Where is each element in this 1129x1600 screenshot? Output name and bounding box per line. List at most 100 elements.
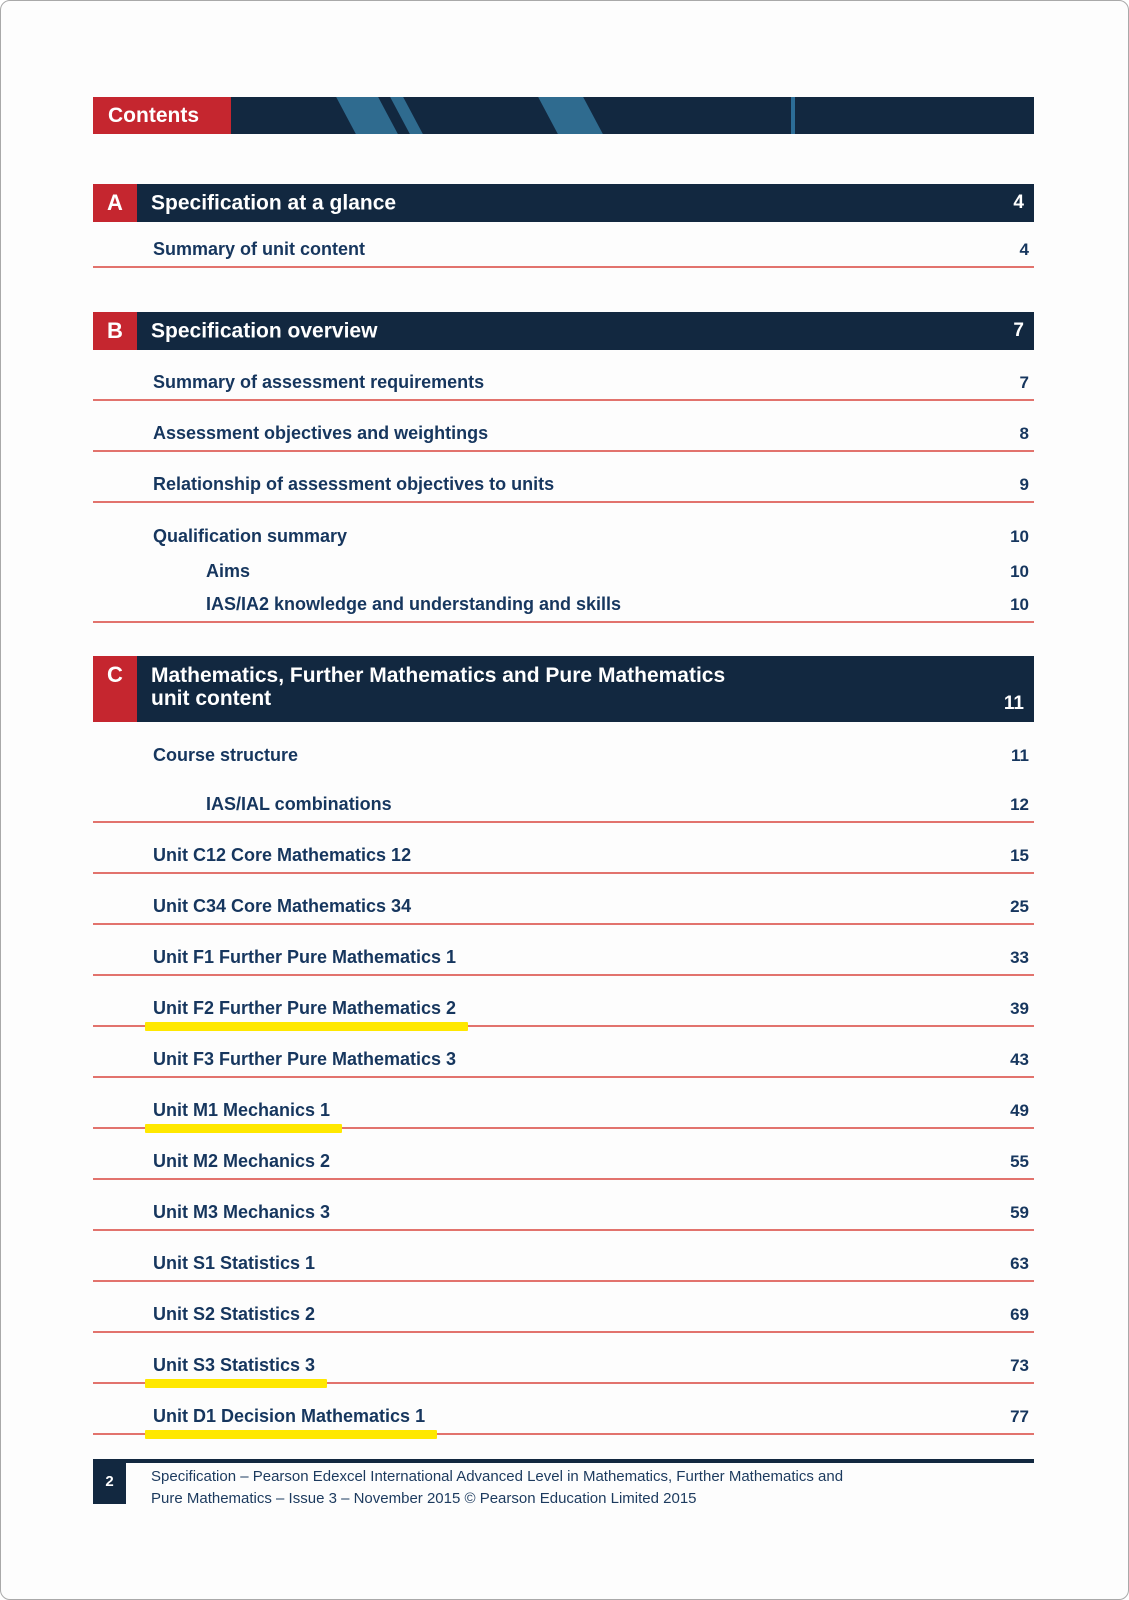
toc-entry-label: Relationship of assessment objectives to… <box>153 474 555 494</box>
toc-row[interactable]: Unit S2 Statistics 2 69 <box>93 1282 1034 1333</box>
toc-entry-page-number: 12 <box>1010 795 1029 814</box>
contents-header-bar: Contents <box>93 97 1034 134</box>
section-title-line1: Mathematics, Further Mathematics and Pur… <box>151 664 726 687</box>
toc-entry-page-number: 59 <box>1010 1203 1029 1222</box>
toc-row[interactable]: Relationship of assessment objectives to… <box>93 452 1034 503</box>
section-page-number: 7 <box>1013 320 1024 341</box>
toc-entry-page-number: 69 <box>1010 1305 1029 1324</box>
toc-entry-page-number: 39 <box>1010 999 1029 1018</box>
section-page-number: 11 <box>1003 693 1024 714</box>
toc-row[interactable]: IAS/IA2 knowledge and understanding and … <box>93 588 1034 623</box>
toc-entry-label: Qualification summary <box>153 526 348 546</box>
header-band <box>231 97 1034 134</box>
toc-entry-label: Course structure <box>153 745 299 765</box>
section-letter-badge: C <box>93 656 137 722</box>
toc-entry-page-number: 49 <box>1010 1101 1029 1120</box>
toc-section-a: A Specification at a glance 4 Summary of un… <box>93 184 1034 268</box>
toc-entry-label: Unit S2 Statistics 2 <box>153 1304 316 1324</box>
toc-row[interactable]: IAS/IAL combinations 12 <box>93 772 1034 823</box>
section-title: Specification at a glance <box>151 192 396 215</box>
section-title-line1: Specification overview <box>151 319 378 343</box>
toc-entry-label: Unit F1 Further Pure Mathematics 1 <box>153 947 457 967</box>
section-bar-body: Specification overview 7 <box>137 312 1034 350</box>
footer-text-line2: Pure Mathematics – Issue 3 – November 20… <box>151 1490 697 1507</box>
toc-row[interactable]: Unit F1 Further Pure Mathematics 1 33 <box>93 925 1034 976</box>
toc-entry-page-number: 43 <box>1010 1050 1029 1069</box>
toc-entry-label: Unit F2 Further Pure Mathematics 2 <box>153 998 457 1018</box>
toc-row[interactable]: Unit F2 Further Pure Mathematics 2 39 <box>93 976 1034 1031</box>
toc-entry-page-number: 33 <box>1010 948 1029 967</box>
section-page-number: 4 <box>1013 192 1024 213</box>
section-bar-body: Mathematics, Further Mathematics and Pur… <box>137 656 1034 722</box>
toc-entry-label: Summary of assessment requirements <box>153 372 485 392</box>
toc-row[interactable]: Unit F3 Further Pure Mathematics 3 43 <box>93 1027 1034 1078</box>
toc-entry-label: Aims <box>206 561 251 581</box>
footer-text: Specification – Pearson Edexcel Internat… <box>151 1466 971 1510</box>
header-divider-line <box>791 97 795 134</box>
toc-row[interactable]: Unit D1 Decision Mathematics 1 77 <box>93 1384 1034 1439</box>
toc-row[interactable]: Unit M3 Mechanics 3 59 <box>93 1180 1034 1231</box>
toc-entry-page-number: 55 <box>1010 1152 1029 1171</box>
footer-text-line1: Specification – Pearson Edexcel Internat… <box>151 1468 844 1485</box>
toc-row[interactable]: Qualification summary 10 <box>93 503 1034 553</box>
toc-entry-label: Unit D1 Decision Mathematics 1 <box>153 1406 426 1426</box>
toc-entry-page-number: 25 <box>1010 897 1029 916</box>
section-bar: A Specification at a glance 4 <box>93 184 1034 222</box>
toc-entry-page-number: 10 <box>1010 595 1029 614</box>
toc-entry-label: Unit M3 Mechanics 3 <box>153 1202 331 1222</box>
toc-entry-label: Unit M2 Mechanics 2 <box>153 1151 331 1171</box>
toc-entry-page-number: 7 <box>1019 373 1029 392</box>
toc-entry-page-number: 4 <box>1019 240 1029 259</box>
toc-entry-label: Unit C34 Core Mathematics 34 <box>153 896 412 916</box>
toc-entry-page-number: 10 <box>1010 562 1029 581</box>
toc-entry-page-number: 10 <box>1010 527 1029 546</box>
toc-row[interactable]: Unit C12 Core Mathematics 12 15 <box>93 823 1034 874</box>
toc-entry-page-number: 11 <box>1011 746 1029 765</box>
toc-entry-label: IAS/IA2 knowledge and understanding and … <box>206 594 622 614</box>
toc-entry-label: IAS/IAL combinations <box>206 794 392 814</box>
footer-rule <box>93 1459 1034 1463</box>
toc-entry-page-number: 73 <box>1010 1356 1029 1375</box>
toc-entry-page-number: 77 <box>1010 1407 1029 1426</box>
toc-row[interactable]: Summary of assessment requirements 7 <box>93 350 1034 401</box>
section-letter-badge: B <box>93 312 137 350</box>
section-bar: B Specification overview 7 <box>93 312 1034 350</box>
section-title-line1: Specification at a glance <box>151 191 397 215</box>
toc-row[interactable]: Unit M2 Mechanics 2 55 <box>93 1129 1034 1180</box>
highlight-mark <box>145 1379 327 1388</box>
toc-entry-label: Unit F3 Further Pure Mathematics 3 <box>153 1049 457 1069</box>
toc-entry-page-number: 8 <box>1019 424 1029 443</box>
toc-entry-page-number: 9 <box>1019 475 1029 494</box>
toc-entry-label: Unit S1 Statistics 1 <box>153 1253 316 1273</box>
footer-page-badge: 2 <box>93 1459 126 1504</box>
section-bar-body: Specification at a glance 4 <box>137 184 1034 222</box>
header-stripe-icon <box>332 97 402 134</box>
toc-row[interactable]: Course structure 11 <box>93 722 1034 772</box>
toc-entry-label: Summary of unit content <box>153 239 366 259</box>
highlight-mark <box>145 1022 468 1031</box>
toc-entry-page-number: 15 <box>1010 846 1029 865</box>
toc-entry-label: Unit M1 Mechanics 1 <box>153 1100 331 1120</box>
toc-row[interactable]: Unit S3 Statistics 3 73 <box>93 1333 1034 1388</box>
section-letter-badge: A <box>93 184 137 222</box>
highlight-mark <box>145 1430 437 1439</box>
toc-entry-label: Unit S3 Statistics 3 <box>153 1355 316 1375</box>
toc-row[interactable]: Unit S1 Statistics 1 63 <box>93 1231 1034 1282</box>
section-title-line2: unit content <box>151 687 272 710</box>
section-bar: C Mathematics, Further Mathematics and Pu… <box>93 656 1034 722</box>
contents-label: Contents <box>93 97 231 134</box>
toc-entry-label: Assessment objectives and weightings <box>153 423 489 443</box>
toc-row[interactable]: Unit M1 Mechanics 1 49 <box>93 1078 1034 1133</box>
toc-row[interactable]: Aims 10 <box>93 553 1034 588</box>
toc-row[interactable]: Assessment objectives and weightings 8 <box>93 401 1034 452</box>
section-title: Mathematics, Further Mathematics and Pur… <box>151 664 725 710</box>
highlight-mark <box>145 1124 342 1133</box>
toc-entry-label: Unit C12 Core Mathematics 12 <box>153 845 412 865</box>
toc-entry-page-number: 63 <box>1010 1254 1029 1273</box>
section-title: Specification overview <box>151 320 377 343</box>
header-stripe-icon <box>534 97 607 134</box>
toc-row[interactable]: Unit C34 Core Mathematics 34 25 <box>93 874 1034 925</box>
toc-section-c: C Mathematics, Further Mathematics and Pu… <box>93 656 1034 1439</box>
toc-row[interactable]: Summary of unit content 4 <box>93 222 1034 268</box>
